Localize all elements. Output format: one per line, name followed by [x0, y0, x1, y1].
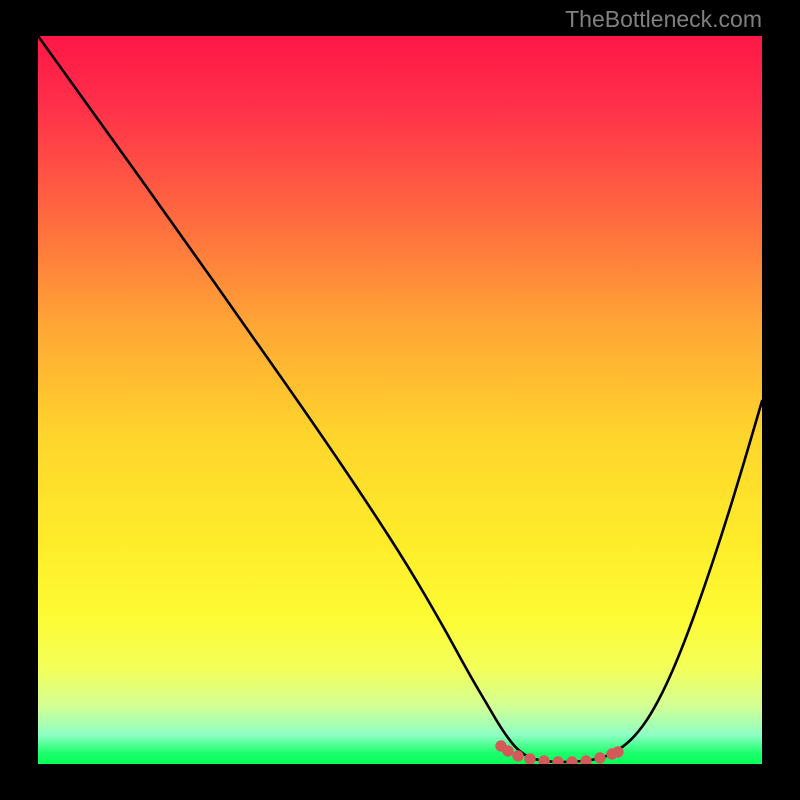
marker-dot	[525, 754, 535, 764]
marker-dot	[539, 756, 549, 764]
gradient-background	[38, 36, 762, 764]
marker-dot	[567, 757, 577, 764]
marker-dot	[581, 756, 591, 764]
chart-stage: TheBottleneck.com	[0, 0, 800, 800]
marker-dot	[595, 753, 605, 763]
chart-svg	[38, 36, 762, 764]
marker-dot	[513, 751, 523, 761]
marker-dot	[613, 747, 623, 757]
marker-dot	[553, 757, 563, 764]
marker-dot	[503, 746, 513, 756]
watermark-text: TheBottleneck.com	[565, 6, 762, 33]
